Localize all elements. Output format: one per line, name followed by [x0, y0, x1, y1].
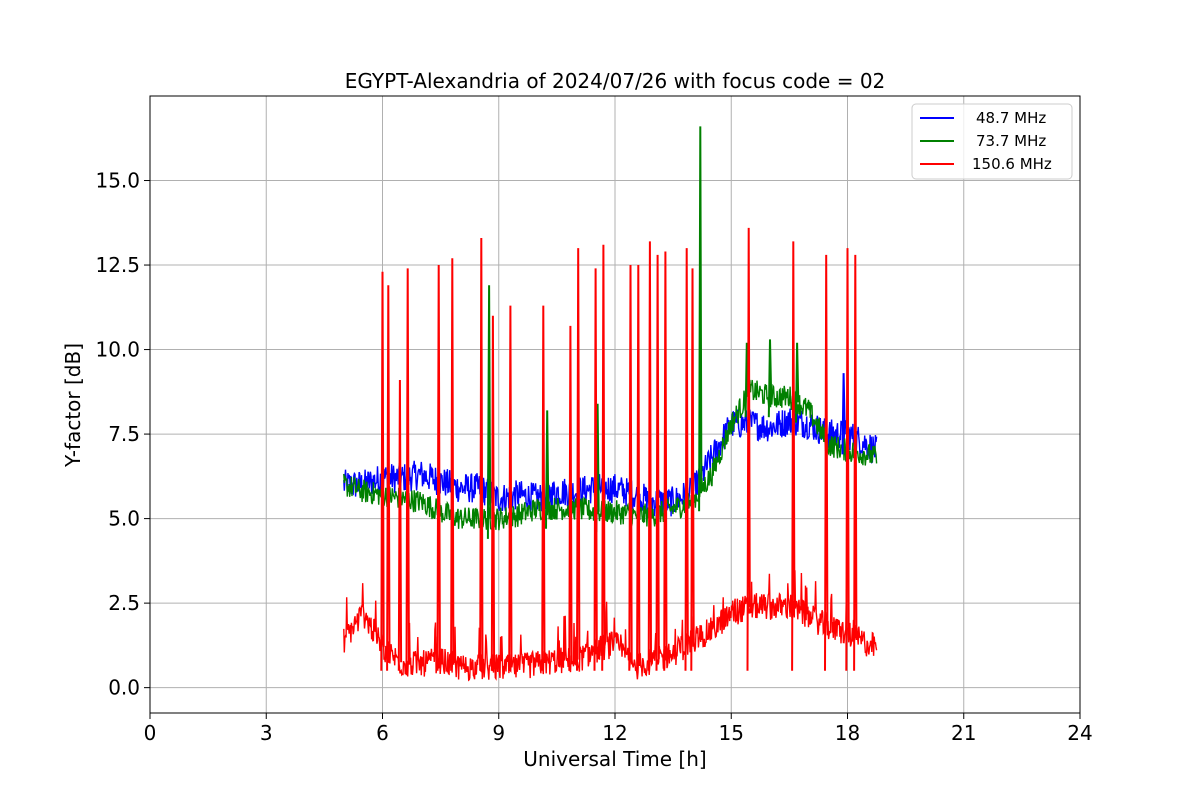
spike-mark [380, 271, 385, 671]
spike-mark [841, 373, 846, 455]
y-tick-label: 5.0 [108, 507, 140, 531]
spike-mark [853, 254, 858, 671]
series-line-73-7- [343, 379, 878, 531]
spike-mark [568, 325, 573, 671]
spike-mark [628, 264, 633, 671]
x-tick-label: 24 [1067, 721, 1092, 745]
legend-label-150-6: 150.6 MHz [972, 155, 1052, 173]
spike-mark [824, 254, 829, 671]
y-tick-label: 7.5 [108, 422, 140, 446]
spike-mark [386, 285, 391, 671]
tick-layer: 0 3 6 9 12 15 18 21 24 0.0 2.5 5.0 7.5 10.0 12.5 15.0 [95, 169, 1092, 745]
x-tick-label: 15 [719, 721, 744, 745]
spike-mark [663, 251, 668, 671]
y-axis-label: Y-factor [dB] [61, 343, 85, 468]
x-tick-label: 0 [144, 721, 157, 745]
spike-mark [791, 241, 796, 671]
spike-mark [698, 126, 703, 512]
spike-mark [436, 264, 441, 671]
spike-mark [545, 410, 550, 529]
legend-label-48-7: 48.7 MHz [976, 109, 1046, 127]
spike-mark [486, 285, 492, 539]
spike-mark [479, 237, 484, 671]
y-tick-label: 12.5 [95, 253, 140, 277]
spike-mark [576, 248, 581, 671]
spike-mark [541, 305, 546, 671]
spike-mark [508, 305, 513, 671]
x-tick-label: 12 [602, 721, 627, 745]
legend-box [911, 103, 1073, 180]
spike-mark [593, 268, 598, 671]
spike-mark [490, 315, 496, 671]
spike-mark [655, 254, 660, 671]
spike-mark [684, 248, 689, 671]
spike-mark [647, 241, 652, 671]
x-tick-label: 9 [492, 721, 505, 745]
series-line-150-6- [343, 570, 878, 682]
spike-mark [746, 227, 751, 671]
legend-label-73-7: 73.7 MHz [976, 132, 1046, 150]
spike-mark [450, 258, 455, 671]
spike-mark [636, 264, 641, 671]
y-tick-label: 0.0 [108, 676, 140, 700]
y-tick-label: 10.0 [95, 338, 140, 362]
spike-mark [690, 268, 695, 671]
x-tick-label: 21 [951, 721, 976, 745]
spike-mark [767, 339, 773, 418]
spike-mark [795, 342, 800, 423]
data-layer [343, 126, 878, 682]
spike-mark [397, 379, 403, 671]
legend: 48.7 MHz 73.7 MHz 150.6 MHz [911, 103, 1073, 180]
x-axis-label: Universal Time [h] [523, 747, 706, 771]
y-tick-label: 15.0 [95, 169, 140, 193]
spike-mark [601, 244, 606, 671]
spike-mark [405, 268, 410, 671]
chart-title: EGYPT-Alexandria of 2024/07/26 with focu… [345, 69, 886, 93]
spike-mark [845, 248, 850, 671]
x-tick-label: 18 [835, 721, 860, 745]
x-tick-label: 3 [260, 721, 273, 745]
y-tick-label: 2.5 [108, 591, 140, 615]
x-tick-label: 6 [376, 721, 389, 745]
series-line-48-7- [343, 408, 878, 517]
